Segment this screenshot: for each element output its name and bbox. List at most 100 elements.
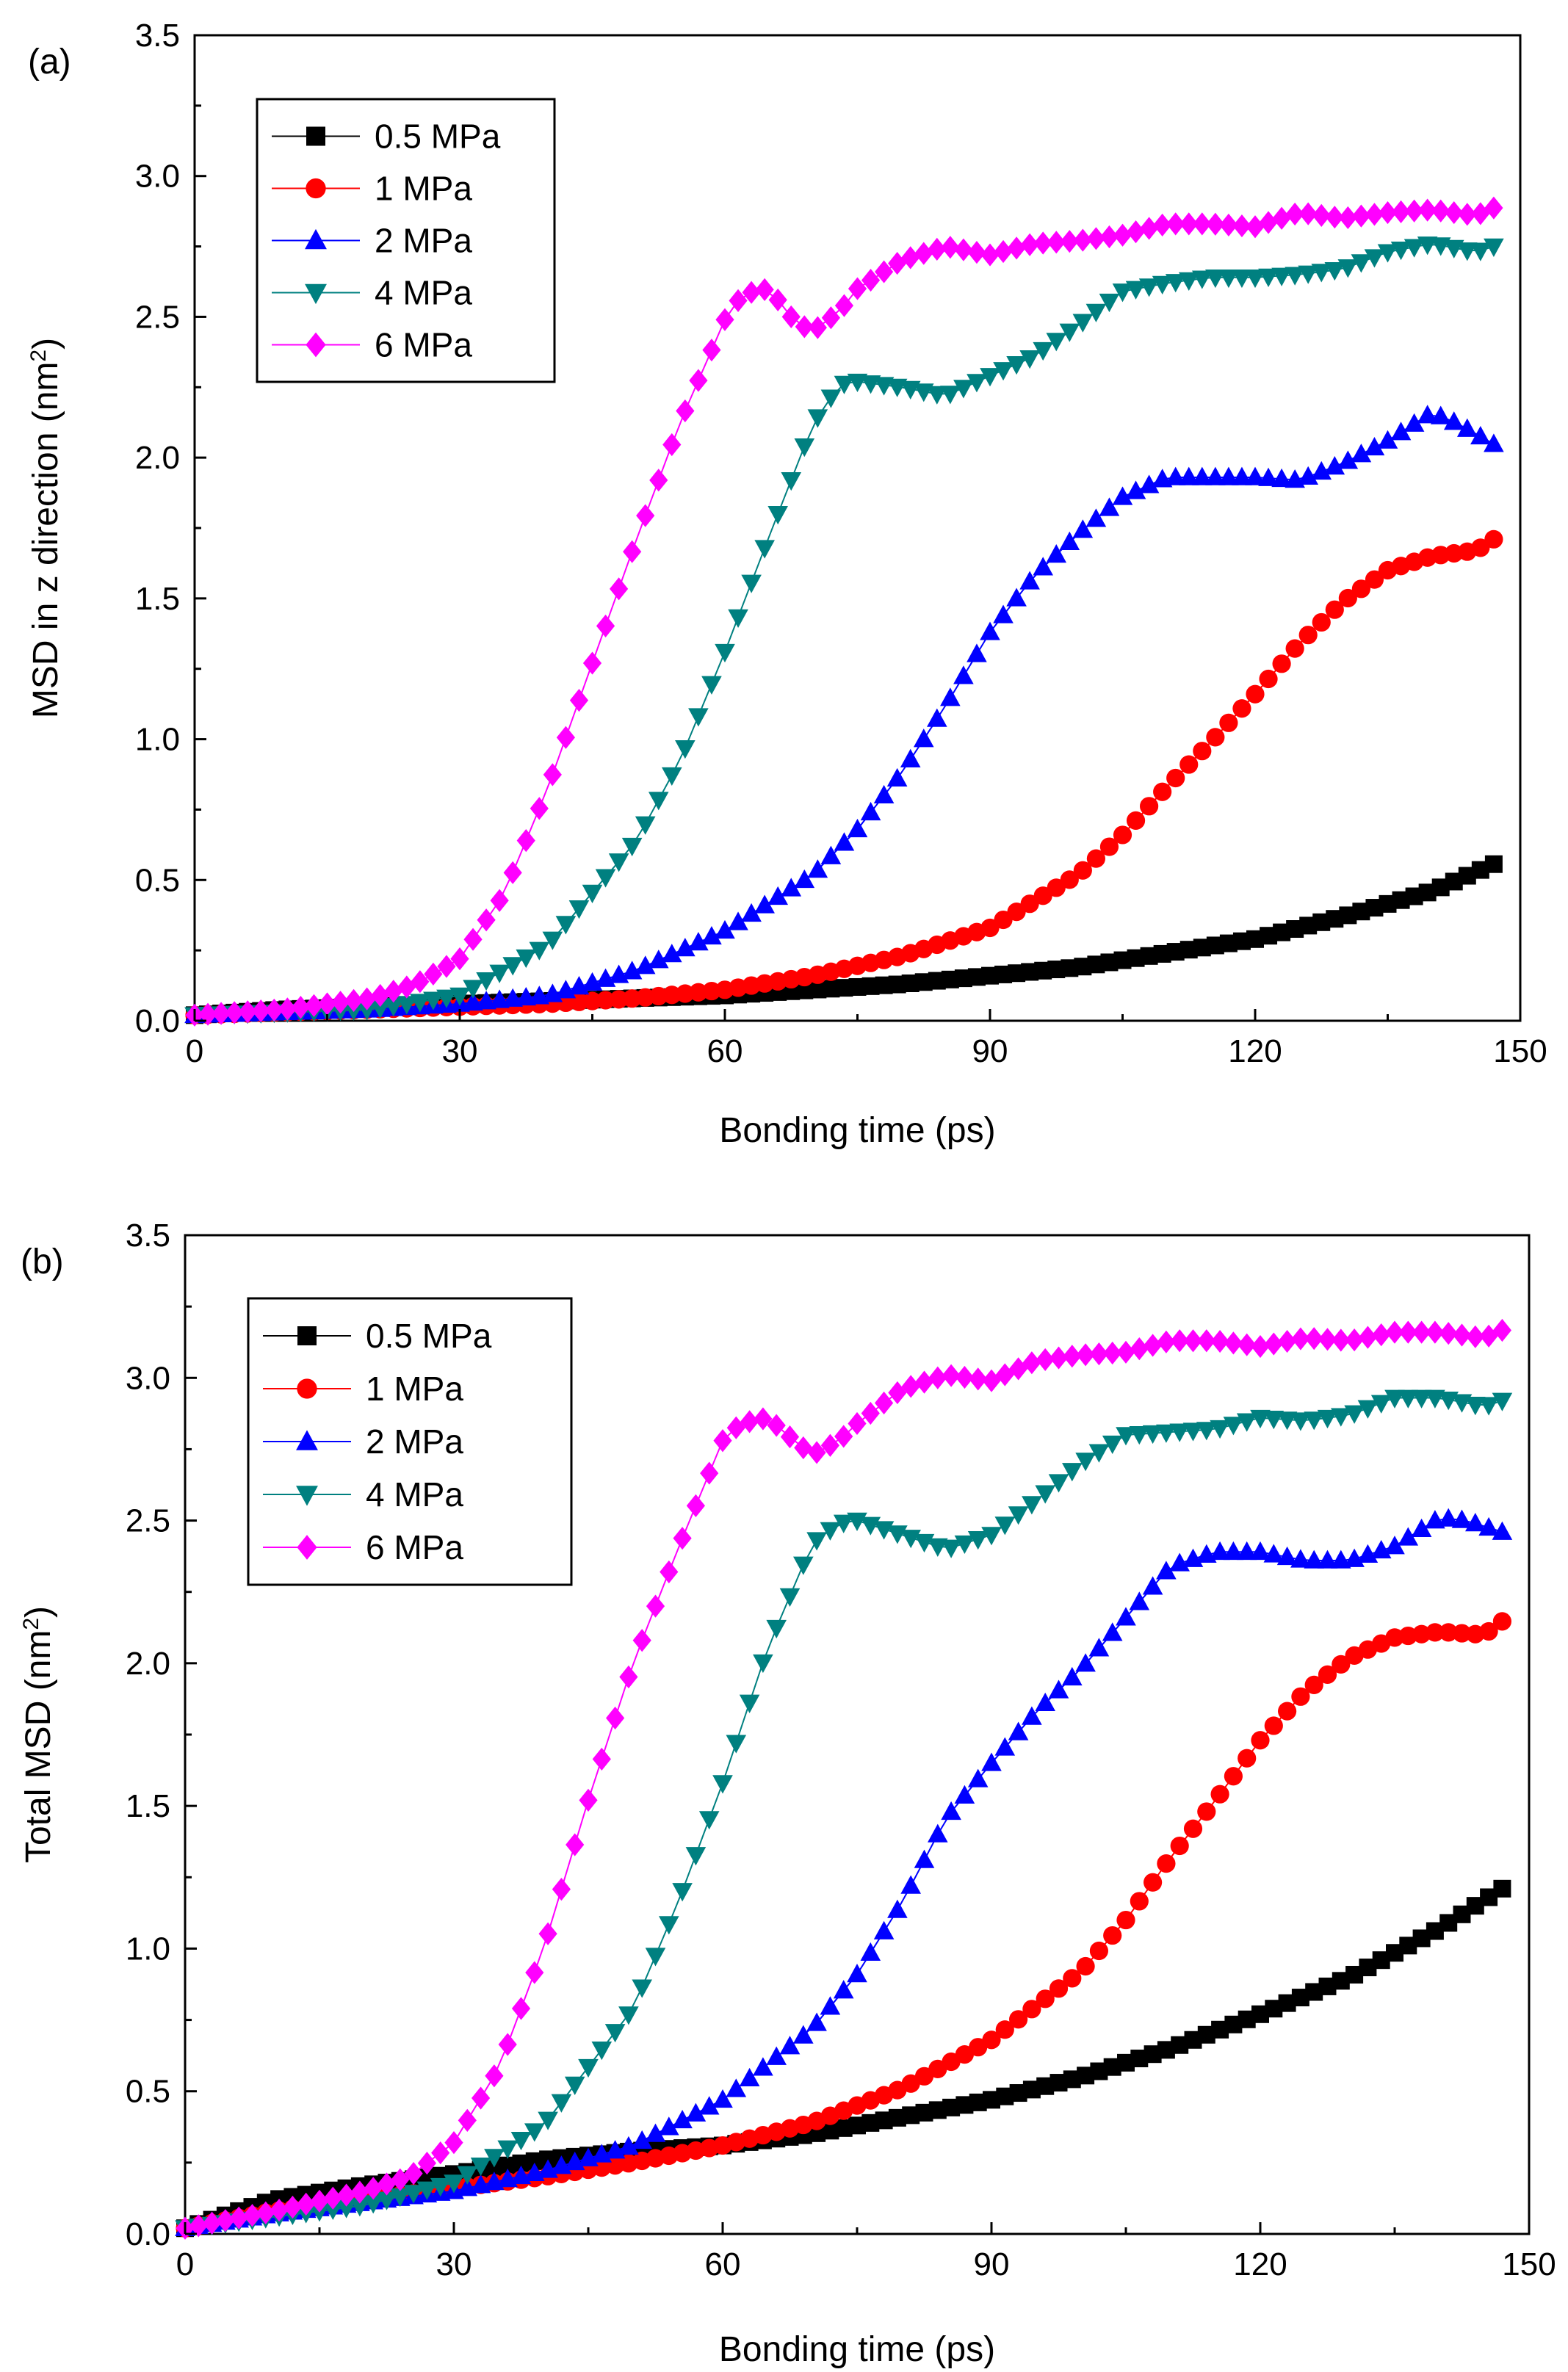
panel-a-series-2-point-87	[1337, 450, 1359, 469]
panel-a-series-2-point-65	[1046, 544, 1067, 563]
panel-b-series-1-point-76	[1197, 1802, 1216, 1821]
panel-b-x-tick-label-5: 150	[1502, 2246, 1556, 2282]
panel-a-series-4-point-84	[1298, 202, 1318, 225]
panel-a-legend: 0.5 MPa 1 MPa 2 MPa 4 MPa 6 MPa	[256, 98, 556, 383]
panel-b-series-4-point-57	[942, 1364, 961, 1387]
panel-a-series-3-point-88	[1351, 254, 1372, 273]
panel-a-series-3-point-35	[648, 792, 669, 811]
panel-a-series-4-point-9	[304, 994, 324, 1017]
panel-a-series-2-point-79	[1232, 466, 1252, 485]
panel-a-legend-entry-4: 6 MPa	[272, 326, 472, 364]
panel-a-series-4-point-93	[1418, 198, 1437, 222]
panel-a-series-4-point-76	[1193, 212, 1212, 236]
panel-a-series-3-point-42	[741, 574, 762, 593]
panel-b-series-3-point-30	[578, 2058, 599, 2078]
panel-a-series-2-point-48	[820, 845, 842, 864]
panel-b-series-4-point-16	[391, 2168, 410, 2191]
panel-b-series-3-point-21	[457, 2166, 478, 2185]
panel-a-series-4-point-22	[477, 908, 496, 932]
panel-b-series-4-point-15	[377, 2172, 397, 2196]
panel-a-series-3-point-21	[463, 980, 483, 999]
panel-b-y-tick-label-3: 1.5	[126, 1788, 170, 1824]
panel-b-series-4-point-9	[297, 2192, 316, 2216]
panel-b-legend-entry-2: 2 MPa	[263, 1422, 463, 1461]
panel-b-series-1-point-94	[1439, 1623, 1458, 1642]
panel-b-series-3-point-35	[645, 1948, 666, 1967]
panel-b-series-3-point-83	[1290, 1412, 1311, 1431]
panel-a-series-4-point-30	[582, 651, 602, 675]
panel-a-series-4-point-98	[1484, 196, 1503, 220]
panel-a-series-2-point-69	[1099, 497, 1120, 516]
panel-b-series-4-point-47	[807, 1441, 826, 1464]
panel-b: (b) 0 30 60 90 120 150 0.0 0.5 1.0 1.5 2.0 2.5 3.0 3…	[19, 1218, 1556, 2369]
panel-b-series-1-point-86	[1332, 1655, 1351, 1674]
panel-b-series-3-point-34	[632, 1979, 652, 1998]
panel-b-series-3-point-72	[1142, 1425, 1163, 1444]
panel-b-series-2-point-71	[1129, 1591, 1150, 1610]
panel-b-series-2-point-92	[1411, 1518, 1432, 1538]
panel-a-series-3-point-28	[555, 916, 577, 935]
panel-a-series-3-point-84	[1298, 265, 1318, 284]
panel-a-y-axis: 0.0 0.5 1.0 1.5 2.0 2.5 3.0 3.5	[135, 18, 206, 1039]
panel-a-series-1-point-32	[610, 990, 629, 1009]
panel-a-series-1-point-75	[1179, 755, 1199, 774]
panel-a-series-1-point-66	[1060, 870, 1079, 889]
panel-b-series-3-point-71	[1129, 1426, 1150, 1445]
panel-b-series-1-point-85	[1318, 1665, 1337, 1684]
panel-a-series-4-point-73	[1153, 213, 1172, 237]
panel-b-series-2-point-61	[994, 1737, 1016, 1756]
panel-a-x-tick-label-1: 30	[442, 1033, 478, 1069]
panel-b-x-tick-label-1: 30	[436, 2246, 472, 2282]
panel-b-series-2-point-39	[698, 2096, 720, 2115]
panel-b-series-3-point-27	[538, 2111, 558, 2130]
panel-a-series-3-point-41	[728, 609, 748, 628]
panel-b-series-4-point-48	[820, 1433, 839, 1457]
panel-b-series-4-point-83	[1291, 1327, 1310, 1350]
panel-a-series-1-point-79	[1232, 699, 1251, 718]
panel-b-series-3-point-44	[766, 1619, 787, 1639]
panel-a-series-4-point-4	[238, 1000, 257, 1024]
panel-a-series-4-point-31	[596, 614, 615, 638]
panel-a-series-1-point-34	[636, 988, 655, 1007]
panel-b-series-4-point-45	[780, 1425, 800, 1449]
panel-b-series-2-point-59	[967, 1768, 989, 1787]
panel-b-series-3-point-92	[1411, 1389, 1432, 1409]
panel-a-series-1-point-87	[1338, 588, 1357, 608]
panel-a-series-3-point-89	[1364, 249, 1385, 268]
panel-b-series-2-point-81	[1263, 1544, 1285, 1563]
panel-a-series-2-point-50	[847, 818, 868, 838]
panel-a-series-4-point-86	[1325, 206, 1344, 229]
panel-b-data-markers	[175, 1318, 1513, 2240]
panel-a-series-1-point-33	[623, 989, 642, 1008]
panel-a-series-2-point-67	[1072, 519, 1094, 538]
panel-b-series-4-point-94	[1439, 1322, 1458, 1345]
panel-b-series-4-point-19	[431, 2141, 450, 2165]
panel-a-series-2-point-58	[953, 665, 974, 684]
panel-b-series-3-point-46	[793, 1556, 814, 1575]
panel-b-legend-marker-2	[296, 1430, 318, 1450]
panel-a-y-tick-label-0: 0.0	[135, 1003, 180, 1039]
panel-b-series-3-point-20	[444, 2174, 464, 2194]
panel-a-series-2-point-61	[993, 604, 1014, 623]
panel-a-series-1-point-88	[1351, 579, 1370, 599]
panel-a-y-tick-label-3: 1.5	[135, 581, 180, 617]
panel-b-series-4-point-4	[229, 2206, 248, 2230]
panel-b-series-3-point-45	[779, 1588, 801, 1607]
panel-a-series-4-point-78	[1219, 213, 1238, 237]
panel-a-series-3-point-64	[1033, 341, 1053, 361]
panel-b-legend-marker-3	[296, 1486, 318, 1506]
panel-a-series-4-point-72	[1140, 217, 1159, 240]
panel-a-series-3-point-47	[807, 409, 828, 428]
panel-b-series-3-point-73	[1156, 1424, 1177, 1443]
panel-b-series-4-point-38	[686, 1494, 705, 1517]
panel-a-series-4-point-35	[649, 469, 668, 492]
panel-a-series-1-point-97	[1471, 538, 1490, 557]
panel-b-series-3-point-48	[820, 1522, 841, 1541]
panel-a-legend-label-0: 0.5 MPa	[375, 117, 501, 156]
panel-a-series-4-point-56	[928, 237, 947, 261]
panel-a-y-axis-title-main: MSD in z direction (nm	[26, 362, 65, 718]
panel-b-series-2-point-68	[1088, 1638, 1110, 1657]
panel-a-legend-marker-2	[305, 228, 327, 250]
panel-b-series-3-point-57	[941, 1539, 961, 1558]
panel-a-series-1-point-38	[689, 983, 708, 1002]
